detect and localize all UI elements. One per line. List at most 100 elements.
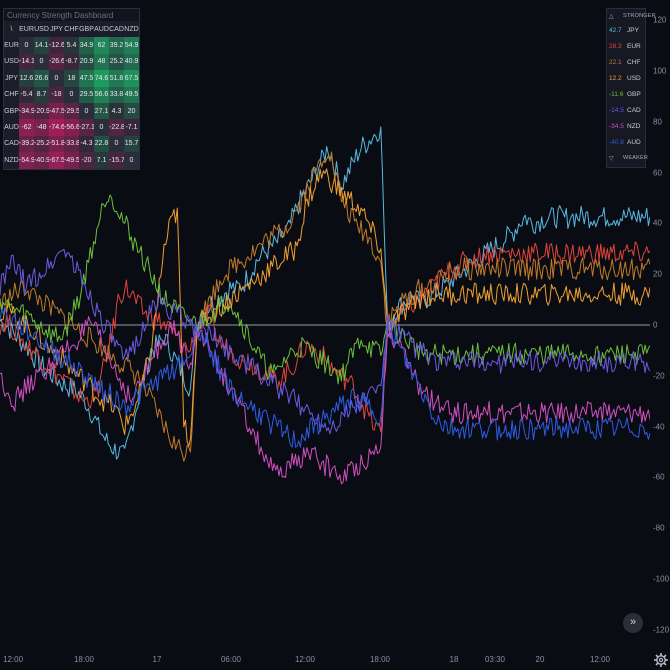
matrix-cell: 40.9 [124, 53, 139, 71]
matrix-cell: 0 [79, 102, 94, 120]
matrix-cell: -22.8 [109, 119, 124, 136]
weaker-label: WEAKER [623, 155, 649, 161]
matrix-col-header: GBP [79, 21, 94, 38]
series-line-usd [0, 168, 651, 447]
triangle-up-icon: △ [609, 14, 614, 20]
legend-row: 28.3 EUR [607, 41, 645, 53]
matrix-row: GBP -34.9 -20.9 -47.5 -29.5 0 27.1 4.3 20 [4, 102, 139, 120]
matrix-corner: \ [4, 21, 19, 38]
matrix-cell: -39.2 [19, 135, 34, 153]
legend-row: -14.5 CAD [607, 105, 645, 117]
legend-currency: USD [627, 75, 641, 82]
legend-row: -34.5 NZD [607, 121, 645, 133]
price-label: -100 [653, 574, 670, 584]
price-label: -40 [653, 422, 665, 432]
matrix-cell: 51.8 [109, 70, 124, 87]
matrix-cell: 56.6 [94, 86, 109, 103]
price-label: 80 [653, 117, 662, 127]
legend-stronger-row: △ STRONGER [607, 11, 656, 23]
matrix-cell: 0 [49, 70, 64, 87]
matrix-cell: 22.8 [94, 135, 109, 153]
series-line-chf [0, 151, 651, 462]
time-label: 18:00 [73, 655, 95, 664]
matrix-row-header: GBP [4, 102, 19, 120]
legend-value: -34.5 [609, 123, 624, 130]
matrix-row: CAD -39.2 -25.2 -51.8 -33.8 -4.3 22.8 0 15.7 [4, 135, 139, 153]
matrix-cell: 0 [64, 86, 79, 103]
matrix-row: EUR 0 14.1 -12.6 5.4 34.9 62 39.2 54.9 [4, 37, 139, 54]
matrix-cell: -12.6 [49, 37, 64, 54]
matrix-row-header: JPY [4, 70, 19, 87]
matrix-cell: 0 [94, 119, 109, 136]
matrix-cell: 20.9 [79, 53, 94, 71]
matrix-cell: 34.9 [79, 37, 94, 54]
scroll-to-realtime-button[interactable]: » [623, 613, 643, 633]
legend-row: 12.2 USD [607, 73, 645, 85]
price-scale[interactable]: 120 100 80 60 40 20 0 -20 -40 -60 -80 -100 -120 [650, 0, 670, 650]
matrix-cell: -56.6 [64, 119, 79, 136]
series-line-cad [0, 248, 651, 435]
time-label: 17 [152, 655, 162, 664]
matrix-col-header: NZD [124, 21, 139, 38]
matrix-cell: -26.6 [49, 53, 64, 71]
matrix-cell: -62 [19, 119, 34, 136]
matrix-cell: 25.2 [109, 53, 124, 71]
legend-value: 22.1 [609, 59, 622, 66]
price-label: -20 [653, 371, 665, 381]
matrix-cell: 54.9 [124, 37, 139, 54]
time-label: 20 [535, 655, 545, 664]
matrix-col-header: AUD [94, 21, 109, 38]
legend-weaker-row: ▽ WEAKER [607, 153, 649, 165]
matrix-cell: -48 [34, 119, 49, 136]
matrix-cell: 27.1 [94, 102, 109, 120]
series-line-gbp [0, 194, 651, 385]
matrix-cell: 15.7 [124, 135, 139, 153]
matrix-row-header: NZD [4, 152, 19, 169]
time-label: 06:00 [220, 655, 242, 664]
dashboard-title: Currency Strength Dashboard [4, 9, 139, 21]
matrix-cell: 0 [109, 135, 124, 153]
matrix-cell: -20 [79, 152, 94, 169]
price-label: 60 [653, 168, 662, 178]
price-label: -120 [653, 625, 670, 635]
time-label: 18:00 [369, 655, 391, 664]
matrix-cell: -5.4 [19, 86, 34, 103]
time-axis[interactable]: 12:00 18:00 17 06:00 12:00 18:00 18 03:30 20 12:0… [0, 650, 650, 670]
matrix-cell: -14.1 [19, 53, 34, 71]
matrix-cell: 39.2 [109, 37, 124, 54]
time-label: 18 [449, 655, 459, 664]
matrix-col-header: JPY [49, 21, 64, 38]
gear-icon[interactable] [653, 652, 669, 668]
matrix-row-header: CHF [4, 86, 19, 103]
legend-value: 42.7 [609, 27, 622, 34]
matrix-cell: 26.6 [34, 70, 49, 87]
price-label: 120 [653, 15, 667, 25]
chart-area[interactable]: Currency Strength Dashboard \ EUR USD JPY CH… [0, 0, 656, 650]
price-label: 0 [653, 320, 658, 330]
matrix-header-row: \ EUR USD JPY CHF GBP AUD CAD NZD [4, 21, 139, 38]
matrix-cell: -54.9 [19, 152, 34, 169]
matrix-row: USD -14.1 0 -26.6 -8.7 20.9 48 25.2 40.9 [4, 53, 139, 71]
matrix-cell: 0 [124, 152, 139, 169]
matrix-row-header: USD [4, 53, 19, 71]
matrix-cell: -4.3 [79, 135, 94, 153]
stronger-label: STRONGER [623, 13, 656, 19]
legend-currency: CAD [627, 107, 641, 114]
matrix-cell: 8.7 [34, 86, 49, 103]
matrix-cell: 67.5 [124, 70, 139, 87]
matrix-cell: -47.5 [49, 102, 64, 120]
strength-dashboard: Currency Strength Dashboard \ EUR USD JPY CH… [3, 8, 140, 170]
matrix-cell: -18 [49, 86, 64, 103]
time-label: 12:00 [294, 655, 316, 664]
matrix-row: AUD -62 -48 -74.6 -56.6 -27.1 0 -22.8 -7.1 [4, 119, 139, 136]
legend-value: -11.6 [609, 91, 624, 98]
matrix-cell: 74.6 [94, 70, 109, 87]
price-label: 20 [653, 269, 662, 279]
matrix-cell: -27.1 [79, 119, 94, 136]
matrix-cell: -33.8 [64, 135, 79, 153]
matrix-cell: -25.2 [34, 135, 49, 153]
matrix-cell: 0 [34, 53, 49, 71]
series-line-aud [0, 306, 651, 448]
legend-row: -40.8 AUD [607, 137, 645, 149]
matrix-cell: 33.8 [109, 86, 124, 103]
